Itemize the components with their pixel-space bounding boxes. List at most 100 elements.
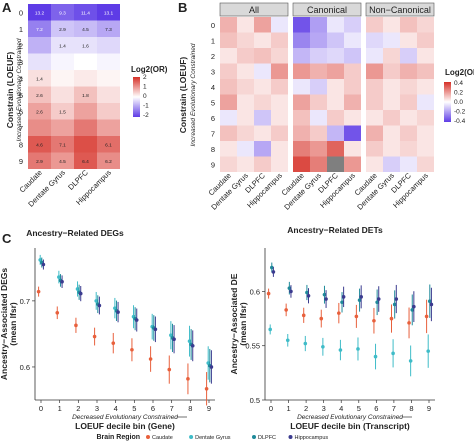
c-left-point-dentate-gyrus bbox=[94, 299, 98, 303]
c-right-point-dlpfc bbox=[287, 286, 292, 290]
c-left-point-caudate bbox=[167, 367, 172, 372]
b-cell bbox=[383, 63, 400, 79]
c-right-point-dlpfc bbox=[392, 302, 397, 307]
c-right-point-caudate bbox=[354, 314, 359, 319]
b-cell bbox=[366, 110, 383, 126]
c-left-point-caudate bbox=[74, 323, 78, 328]
c-right-point-hippocampus bbox=[376, 297, 381, 301]
b-ytick-0: 0 bbox=[211, 21, 215, 30]
b-cell bbox=[383, 94, 400, 110]
b-cell bbox=[400, 156, 417, 172]
a-cell-label: 2.9 bbox=[36, 159, 43, 165]
b-cell bbox=[293, 141, 310, 157]
c-right-xsub: Decreased Evolutionary Constrained bbox=[297, 414, 403, 421]
b-cell bbox=[400, 79, 417, 95]
c-legend-marker bbox=[288, 435, 293, 439]
c-right-xtick: 7 bbox=[392, 404, 396, 413]
c-left-point-hippocampus bbox=[41, 262, 46, 267]
b-cell bbox=[237, 63, 254, 79]
b-cell bbox=[344, 141, 361, 157]
c-right-point-caudate bbox=[407, 321, 411, 325]
b-ytick-9: 9 bbox=[211, 160, 215, 169]
b-cell bbox=[417, 125, 434, 141]
b-cell bbox=[271, 125, 288, 141]
a-cell bbox=[74, 70, 97, 87]
b-cell bbox=[271, 110, 288, 126]
b-cell bbox=[383, 125, 400, 141]
b-cell bbox=[310, 125, 327, 141]
b-cell bbox=[417, 110, 434, 126]
b-ytick-3: 3 bbox=[211, 67, 215, 76]
b-cell bbox=[254, 63, 271, 79]
a-cell bbox=[74, 53, 97, 70]
b-cell bbox=[254, 32, 271, 48]
a-ytick-2: 2 bbox=[19, 41, 23, 50]
c-right-xtick: 5 bbox=[357, 404, 361, 413]
a-cell-label: 6.2 bbox=[105, 159, 112, 165]
c-right-point-dlpfc bbox=[305, 290, 309, 295]
b-cell bbox=[417, 17, 434, 33]
a-cell bbox=[74, 136, 97, 153]
c-right-point-dentate-gyrus bbox=[268, 327, 273, 332]
c-left-ytick: 0.6 bbox=[20, 363, 30, 372]
a-cell bbox=[97, 103, 120, 120]
c-left-ylabel-2: (mean lfsr) bbox=[8, 302, 18, 346]
b-cell bbox=[417, 156, 434, 172]
a-cell bbox=[51, 119, 74, 136]
b-cell bbox=[400, 141, 417, 157]
a-ytick-1: 1 bbox=[19, 25, 23, 34]
b-cell bbox=[366, 94, 383, 110]
b-cell bbox=[366, 141, 383, 157]
c-right-point-dentate-gyrus bbox=[408, 359, 413, 363]
c-left-xtick: 2 bbox=[76, 404, 80, 413]
c-right-point-hippocampus bbox=[324, 297, 328, 301]
b-cell bbox=[327, 141, 344, 157]
b-cell bbox=[344, 79, 361, 95]
b-legend-tick: -0.4 bbox=[454, 118, 466, 125]
a-cell-label: 1.4 bbox=[36, 76, 43, 82]
a-cell-label: 7.1 bbox=[59, 142, 66, 148]
a-cell bbox=[28, 86, 51, 103]
c-left-point-caudate bbox=[36, 289, 41, 294]
a-cell bbox=[74, 4, 97, 21]
a-cell bbox=[97, 20, 120, 37]
a-cell-label: 1.6 bbox=[82, 43, 89, 49]
a-cell bbox=[74, 37, 97, 54]
a-cell bbox=[28, 4, 51, 21]
c-right-point-hippocampus bbox=[412, 304, 416, 309]
b-ytick-8: 8 bbox=[211, 145, 215, 154]
a-ylabel: Constrain (LOEUF) bbox=[5, 52, 15, 129]
c-legend-label: Hippocampus bbox=[295, 435, 329, 441]
b-cell bbox=[237, 110, 254, 126]
c-right-point-dentate-gyrus bbox=[391, 351, 395, 356]
c-left-point-caudate bbox=[130, 347, 134, 352]
b-cell bbox=[237, 32, 254, 48]
c-right-point-dlpfc bbox=[340, 300, 344, 305]
a-cell bbox=[51, 86, 74, 103]
b-cell bbox=[344, 63, 361, 79]
c-left-ylabel: Ancestry−Associated DEGs bbox=[0, 268, 9, 380]
b-cell bbox=[293, 48, 310, 64]
b-cell bbox=[417, 141, 434, 157]
b-cell bbox=[271, 63, 288, 79]
b-cell bbox=[237, 79, 254, 95]
c-left-point-hippocampus bbox=[134, 318, 139, 322]
b-cell bbox=[271, 94, 288, 110]
c-right-point-hippocampus bbox=[359, 295, 363, 299]
c-right-point-hippocampus bbox=[306, 293, 311, 298]
b-cell bbox=[220, 141, 237, 157]
a-ytick-4: 4 bbox=[19, 74, 23, 83]
a-cell-label: 2.6 bbox=[36, 93, 43, 99]
b-cell bbox=[271, 141, 288, 157]
c-right-point-caudate bbox=[266, 291, 271, 296]
a-legend-bar bbox=[133, 77, 140, 117]
c-left-point-caudate bbox=[148, 357, 153, 361]
a-cell bbox=[28, 152, 51, 169]
b-cell bbox=[220, 110, 237, 126]
c-right-ylabel-2: (mean lfsr) bbox=[238, 302, 248, 346]
a-cell-label: 1.8 bbox=[82, 93, 89, 99]
b-cell bbox=[271, 156, 288, 172]
c-left-point-dentate-gyrus bbox=[38, 258, 42, 262]
a-ytick-6: 6 bbox=[19, 107, 23, 116]
